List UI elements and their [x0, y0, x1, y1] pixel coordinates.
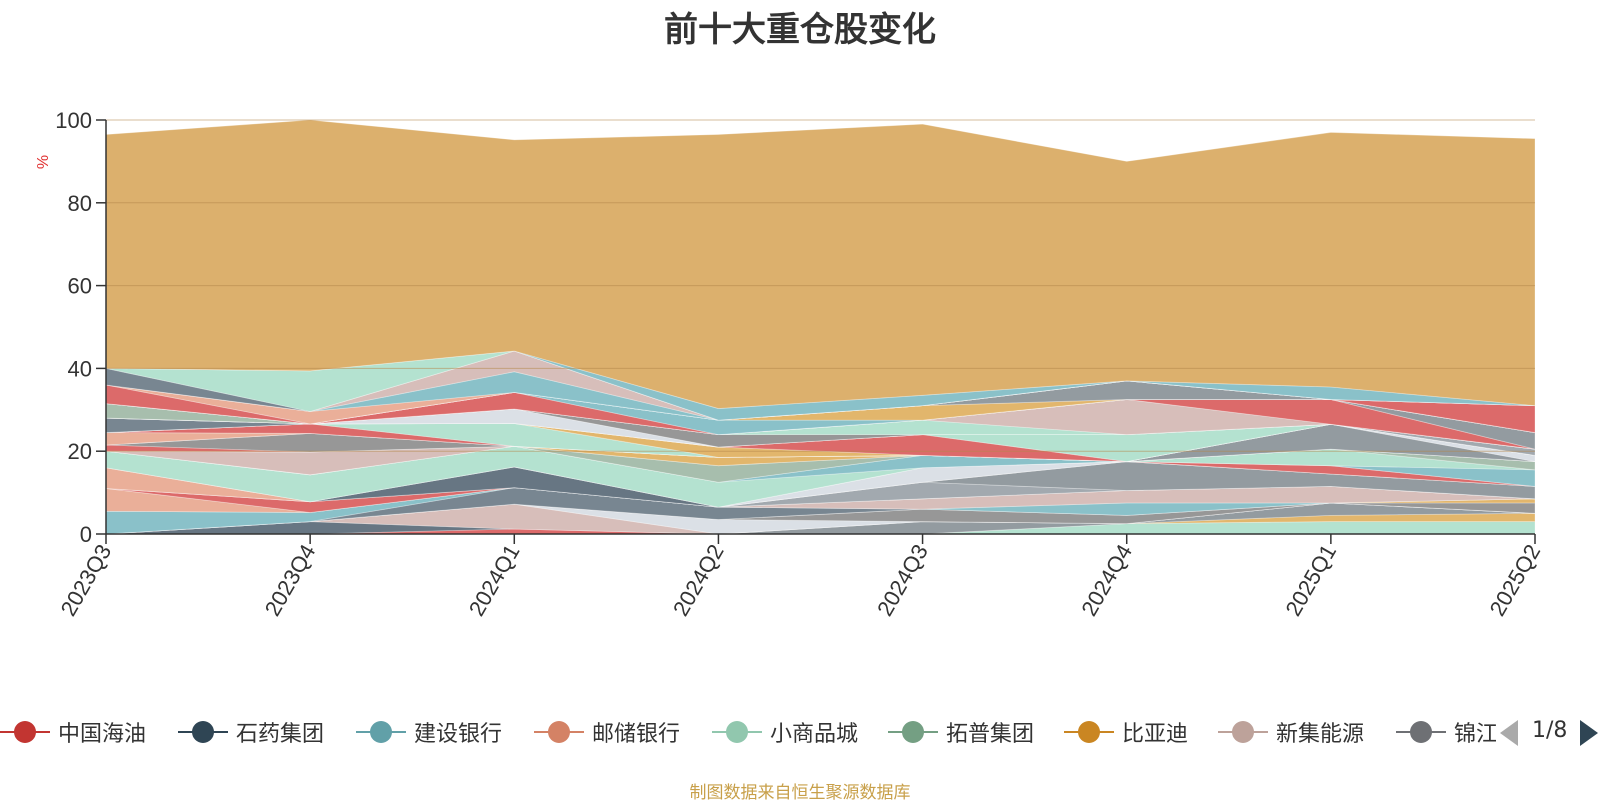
legend-label: 邮储银行 [592, 722, 681, 747]
legend-item[interactable]: 小商品城 [712, 712, 858, 752]
legend-marker-icon [178, 712, 228, 752]
legend-item[interactable]: 中国海油 [0, 712, 146, 752]
y-axis-labels: 0 20 40 60 80 100 [55, 108, 92, 547]
legend-pager: 1/8 [1496, 712, 1600, 752]
y-tick-label: 0 [80, 522, 92, 547]
legend-marker-icon [1396, 712, 1446, 752]
legend: 中国海油 石药集团 建设银行 邮储银行 小商品城 拓普集团 比亚迪 新集能源 锦江 [0, 712, 1600, 752]
legend-item[interactable]: 新集能源 [1218, 712, 1364, 752]
legend-item[interactable]: 比亚迪 [1064, 712, 1188, 752]
x-tick-label: 2023Q4 [260, 540, 321, 620]
area-series-58 [105, 119, 1536, 409]
legend-label: 锦江 [1454, 722, 1496, 747]
legend-marker-icon [712, 712, 762, 752]
pager-prev-icon[interactable] [1500, 720, 1518, 746]
legend-marker-icon [534, 712, 584, 752]
legend-item[interactable]: 锦江 [1396, 712, 1496, 752]
pager-page-indicator: 1/8 [1532, 718, 1568, 743]
legend-label: 拓普集团 [946, 722, 1035, 747]
legend-label: 建设银行 [414, 722, 503, 747]
y-axis-unit-label: % [35, 155, 52, 169]
y-tick-label: 60 [68, 274, 92, 299]
legend-item[interactable]: 石药集团 [178, 712, 324, 752]
legend-marker-icon [888, 712, 938, 752]
x-tick-label: 2024Q1 [464, 540, 525, 620]
legend-marker-icon [1064, 712, 1114, 752]
x-tick-label: 2024Q2 [668, 540, 729, 620]
legend-item[interactable]: 建设银行 [356, 712, 502, 752]
legend-label: 中国海油 [58, 722, 147, 747]
legend-label: 石药集团 [236, 722, 325, 747]
legend-item[interactable]: 邮储银行 [534, 712, 680, 752]
legend-marker-icon [1218, 712, 1268, 752]
y-tick-label: 100 [55, 108, 92, 133]
legend-label: 新集能源 [1276, 722, 1365, 747]
y-tick-label: 20 [68, 439, 92, 464]
area-series-group [105, 119, 1536, 535]
y-tick-label: 80 [68, 191, 92, 216]
x-tick-label: 2025Q2 [1485, 540, 1546, 620]
x-tick-label: 2024Q3 [872, 540, 933, 620]
legend-item[interactable]: 拓普集团 [888, 712, 1034, 752]
x-tick-label: 2023Q3 [56, 540, 117, 620]
legend-label: 小商品城 [770, 722, 859, 747]
source-note: 制图数据来自恒生聚源数据库 [689, 783, 911, 803]
y-tick-label: 40 [68, 356, 92, 381]
axes [96, 119, 1536, 544]
x-tick-label: 2024Q4 [1076, 540, 1137, 620]
legend-label: 比亚迪 [1122, 722, 1189, 747]
x-tick-label: 2025Q1 [1280, 540, 1341, 620]
pager-next-icon[interactable] [1580, 720, 1598, 746]
legend-marker-icon [356, 712, 406, 752]
x-axis-labels: 2023Q3 2023Q4 2024Q1 2024Q2 2024Q3 2024Q4 2025… [56, 540, 1546, 620]
chart-title: 前十大重仓股变化 [664, 10, 936, 50]
legend-marker-icon [0, 712, 50, 752]
gridlines [106, 119, 1535, 452]
